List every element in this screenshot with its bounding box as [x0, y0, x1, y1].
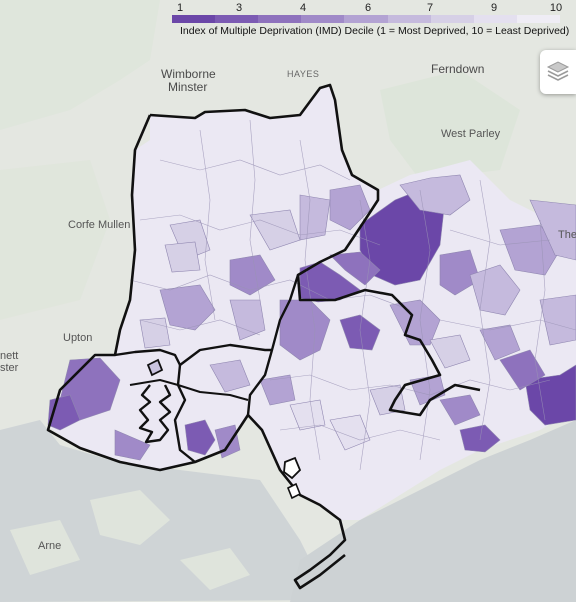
deprivation-area: [329, 184, 371, 231]
woodland-area: [0, 160, 110, 320]
deprivation-area: [184, 419, 216, 456]
legend-swatch: [473, 15, 517, 23]
legend-ticks: 1 3 4 6 7 9 10: [172, 2, 567, 14]
harbour-shoreline: [138, 384, 172, 444]
place-label-hamworthy-1: nett: [0, 350, 19, 362]
sea-area: [0, 420, 330, 602]
deprivation-area: [389, 299, 441, 346]
legend-color-scale: [172, 15, 560, 23]
deprivation-area: [339, 314, 381, 351]
place-label-arne: Arne: [38, 540, 62, 552]
harbour-shoreline: [146, 358, 164, 377]
legend-tick: 1: [176, 2, 184, 14]
place-label-wimborne: Wimborne: [161, 67, 216, 81]
deprivation-area: [524, 364, 576, 426]
deprivation-area: [214, 424, 241, 459]
place-label-hayes: HAYES: [287, 69, 320, 79]
woodland-area: [0, 0, 160, 130]
deprivation-area: [439, 394, 481, 426]
place-label-the: The: [558, 229, 576, 241]
island: [180, 548, 250, 590]
place-label-ferndown: Ferndown: [431, 62, 485, 76]
legend-tick: 4: [299, 2, 307, 14]
deprivation-area: [329, 414, 371, 451]
legend-swatch: [344, 15, 388, 23]
deprivation-area: [429, 334, 471, 369]
deprivation-area: [499, 349, 546, 391]
coastal-island: [283, 456, 302, 480]
internal-boundary: [129, 379, 249, 401]
place-label-west-parley: West Parley: [441, 128, 501, 140]
deprivation-area: [249, 209, 301, 251]
legend-swatch: [301, 15, 345, 23]
deprivation-area: [469, 264, 521, 316]
deprivation-area: [499, 224, 561, 276]
deprivation-area: [399, 174, 471, 216]
lsoa-boundaries: [129, 119, 576, 471]
deprivation-area: [159, 284, 216, 331]
deprivation-area: [164, 241, 201, 273]
legend-caption: Index of Multiple Deprivation (IMD) Deci…: [180, 25, 570, 37]
deprivation-area: [139, 317, 171, 349]
island: [10, 520, 80, 575]
deprivation-area: [369, 384, 406, 416]
legend-swatch: [387, 15, 431, 23]
legend-swatch: [215, 15, 259, 23]
deprivation-area: [114, 429, 151, 461]
legend-tick: 3: [235, 2, 243, 14]
deprivation-area: [229, 299, 266, 341]
place-label-hamworthy-2: ster: [0, 362, 19, 374]
deprivation-area: [209, 359, 251, 393]
deprivation-area: [529, 199, 576, 261]
legend-swatch: [258, 15, 302, 23]
place-label-corfe-mullen: Corfe Mullen: [68, 219, 131, 231]
deprivation-area: [259, 374, 296, 406]
coastal-island: [286, 482, 302, 500]
legend-tick: 9: [490, 2, 498, 14]
deprivation-area: [229, 254, 276, 296]
legend-tick: 7: [426, 2, 434, 14]
layers-button[interactable]: [540, 50, 576, 94]
legend-tick: 10: [549, 2, 563, 14]
woodland-area: [380, 70, 520, 180]
deprivation-area: [539, 294, 576, 346]
legend: 1 3 4 6 7 9 10 Index of Multiple Depriva…: [172, 2, 576, 40]
legend-swatch: [516, 15, 560, 23]
legend-tick: 6: [364, 2, 372, 14]
sea-area: [290, 420, 576, 602]
place-label-minster: Minster: [168, 80, 208, 94]
layers-icon: [546, 61, 570, 81]
deprivation-area: [439, 249, 481, 296]
deprivation-area: [479, 324, 521, 361]
legend-swatch: [172, 15, 216, 23]
island: [90, 490, 170, 545]
legend-swatch: [430, 15, 474, 23]
internal-boundary: [173, 364, 196, 463]
place-label-upton: Upton: [63, 332, 93, 344]
study-area-boundary: [46, 114, 347, 590]
